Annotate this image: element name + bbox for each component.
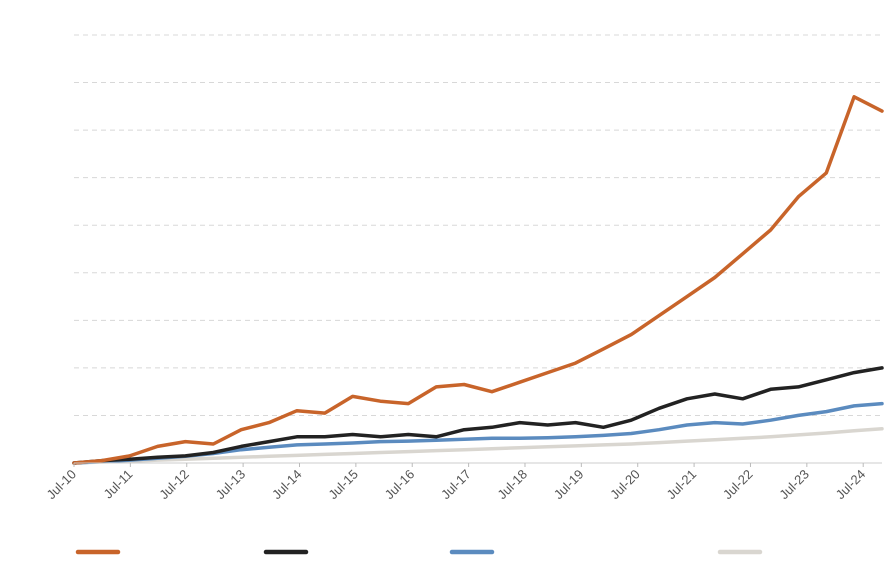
x-tick-label: Jul-18: [494, 467, 530, 503]
x-tick-label: Jul-14: [269, 467, 305, 503]
x-axis-ticks: Jul-10 Jul-11 Jul-12 Jul-13 Jul-14 Jul-15 Jul-…: [43, 463, 868, 502]
series-line-2: [72, 366, 884, 465]
x-tick-label: Jul-11: [101, 467, 136, 502]
x-tick-label: Jul-24: [833, 467, 869, 503]
x-tick-label: Jul-17: [438, 467, 474, 503]
x-tick-label: Jul-22: [720, 467, 756, 503]
series-lines: [72, 95, 884, 465]
series-line-4: [72, 427, 884, 465]
x-tick-label: Jul-16: [382, 467, 418, 503]
x-tick-label: Jul-23: [776, 467, 812, 503]
x-tick-label: Jul-15: [325, 467, 361, 503]
x-tick-label: Jul-13: [213, 467, 249, 503]
x-tick-label: Jul-12: [156, 467, 192, 503]
series-line-1: [72, 95, 884, 465]
x-tick-label: Jul-20: [607, 467, 643, 503]
gridlines: [74, 34, 882, 416]
x-tick-label: Jul-19: [551, 467, 587, 503]
x-tick-label: Jul-10: [43, 467, 79, 503]
x-tick-label: Jul-21: [664, 467, 700, 503]
